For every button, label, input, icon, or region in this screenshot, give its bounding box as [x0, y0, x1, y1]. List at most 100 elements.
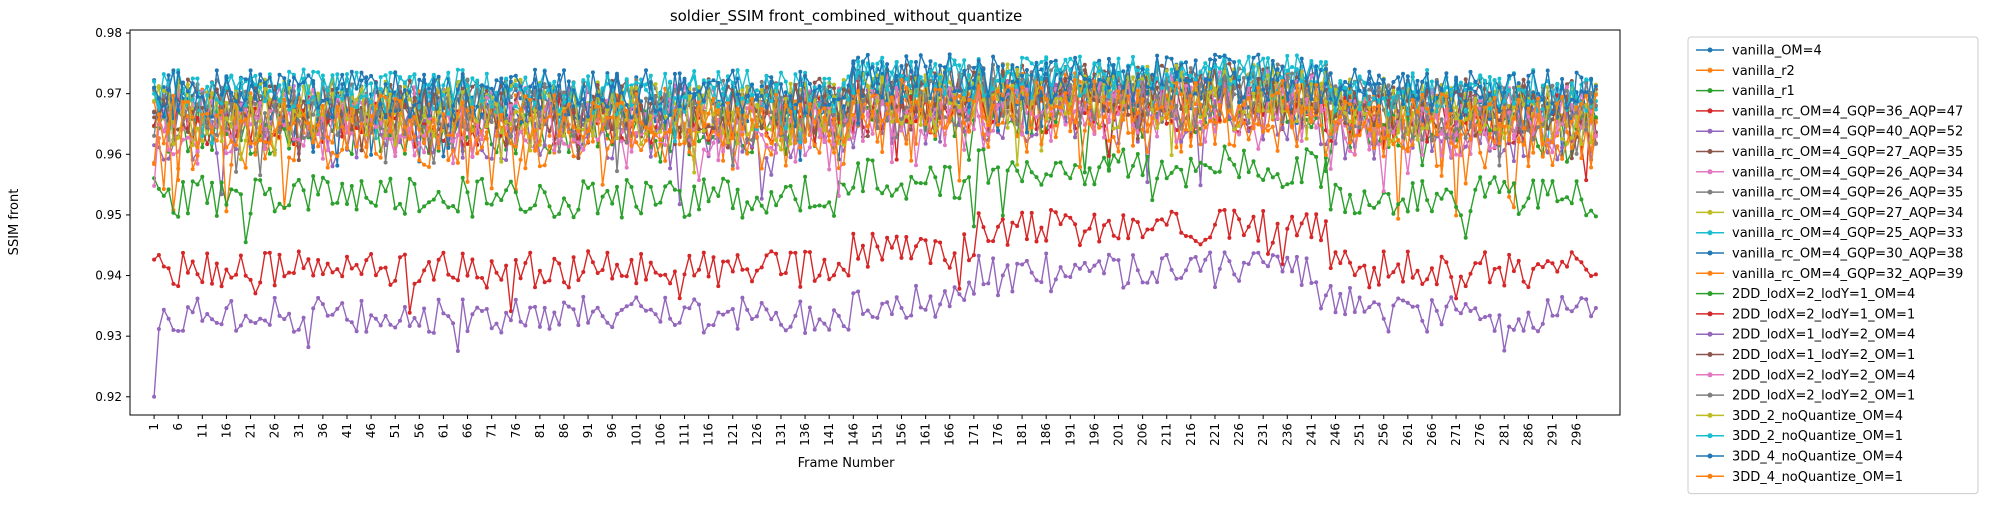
data-point — [754, 134, 759, 139]
data-point — [166, 316, 171, 321]
data-point — [537, 106, 542, 111]
data-point — [537, 268, 542, 273]
data-point — [1222, 208, 1227, 212]
data-point — [1053, 82, 1058, 87]
data-point — [1381, 154, 1386, 159]
data-point — [619, 273, 624, 278]
data-point — [812, 278, 817, 283]
data-point — [735, 68, 740, 73]
data-point — [455, 278, 460, 283]
data-point — [224, 306, 229, 311]
data-point — [914, 180, 918, 185]
data-point — [1550, 261, 1555, 266]
data-point — [1126, 112, 1131, 117]
data-point — [1010, 220, 1015, 225]
data-point — [562, 141, 566, 146]
data-point — [1367, 305, 1372, 310]
data-point — [1333, 141, 1338, 146]
data-point — [1304, 212, 1309, 217]
data-point — [1044, 130, 1049, 135]
data-point — [282, 317, 287, 322]
data-point — [976, 114, 981, 119]
data-point — [407, 78, 412, 83]
data-point — [1251, 214, 1256, 219]
data-point — [1468, 271, 1473, 276]
data-point — [518, 157, 523, 162]
data-point — [205, 130, 210, 135]
data-point — [600, 182, 605, 187]
data-point — [1372, 265, 1377, 270]
data-point — [325, 116, 330, 121]
data-point — [783, 90, 788, 95]
series-line — [153, 208, 1597, 313]
data-point — [605, 146, 610, 151]
data-point — [1589, 274, 1594, 278]
data-point — [1526, 310, 1531, 315]
data-point — [1266, 264, 1270, 269]
data-point — [1569, 156, 1574, 161]
data-point — [354, 329, 359, 334]
data-point — [1294, 233, 1299, 238]
data-point — [234, 328, 239, 333]
data-point — [547, 133, 552, 138]
data-point — [1208, 235, 1213, 240]
data-point — [1208, 165, 1213, 170]
data-point — [581, 147, 586, 152]
data-point — [754, 195, 759, 200]
data-point — [1106, 56, 1111, 61]
data-point — [195, 272, 200, 277]
data-point — [1232, 208, 1237, 213]
plot-area — [152, 52, 1598, 399]
data-point — [947, 265, 952, 270]
data-point — [1184, 268, 1188, 273]
data-point — [1526, 196, 1531, 201]
data-point — [1010, 160, 1015, 165]
data-point — [330, 270, 335, 275]
data-point — [1516, 258, 1521, 263]
data-point — [1005, 242, 1010, 247]
data-point — [504, 310, 509, 315]
data-point — [484, 95, 489, 100]
data-point — [783, 271, 788, 275]
data-point — [1131, 143, 1135, 148]
data-point — [586, 320, 591, 325]
data-point — [827, 167, 832, 172]
data-point — [1232, 162, 1237, 167]
data-point — [1434, 164, 1439, 168]
data-point — [1155, 85, 1160, 90]
data-point — [807, 81, 812, 86]
data-point — [436, 148, 441, 153]
data-point — [504, 263, 509, 268]
data-point — [1227, 115, 1232, 120]
data-point — [547, 129, 552, 133]
data-point — [499, 330, 504, 335]
data-point — [721, 312, 726, 317]
data-point — [725, 309, 730, 314]
data-point — [856, 55, 861, 60]
data-point — [1589, 76, 1594, 81]
data-point — [701, 147, 706, 152]
data-point — [605, 188, 610, 193]
data-point — [576, 140, 581, 145]
data-point — [706, 135, 711, 140]
data-point — [1020, 210, 1025, 215]
data-point — [518, 77, 523, 82]
data-point — [451, 321, 456, 326]
data-point — [1323, 219, 1328, 224]
data-point — [446, 70, 451, 75]
data-point — [1184, 234, 1188, 238]
data-point — [1511, 205, 1516, 210]
data-point — [166, 147, 171, 152]
data-point — [1053, 161, 1058, 165]
data-point — [677, 296, 682, 301]
data-point — [793, 99, 798, 104]
data-point — [210, 281, 214, 286]
data-point — [451, 275, 456, 280]
data-point — [1188, 256, 1193, 261]
data-point — [860, 139, 865, 143]
data-point — [928, 59, 933, 64]
data-point — [923, 238, 928, 243]
data-point — [229, 275, 234, 280]
data-point — [648, 80, 653, 85]
data-point — [484, 155, 489, 160]
